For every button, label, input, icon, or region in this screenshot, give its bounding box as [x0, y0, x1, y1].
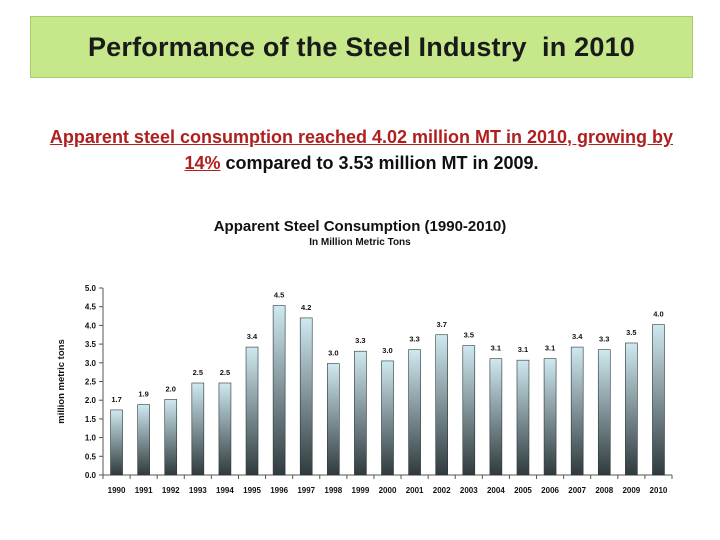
bar-2007 [571, 347, 583, 475]
data-label-2004: 3.1 [491, 344, 501, 353]
data-label-2007: 3.4 [572, 332, 583, 341]
slide-title: Performance of the Steel Industry in 201… [88, 32, 635, 63]
y-tick-label: 2.5 [85, 378, 97, 387]
bar-1997 [300, 318, 312, 475]
x-tick-label-2007: 2007 [568, 486, 586, 495]
x-tick-label-1994: 1994 [216, 486, 234, 495]
data-label-1999: 3.3 [355, 336, 365, 345]
data-label-2001: 3.3 [409, 335, 419, 344]
data-label-1995: 3.4 [247, 332, 258, 341]
bar-2003 [463, 346, 475, 475]
chart-subtitle: In Million Metric Tons [0, 237, 720, 248]
x-tick-label-1998: 1998 [324, 486, 342, 495]
y-tick-label: 0.0 [85, 471, 97, 480]
bar-2010 [652, 325, 664, 475]
data-label-2000: 3.0 [382, 346, 392, 355]
data-label-1997: 4.2 [301, 303, 311, 312]
y-tick-label: 4.0 [85, 321, 97, 330]
data-label-2009: 3.5 [626, 328, 636, 337]
bar-2005 [517, 360, 529, 475]
x-tick-label-2003: 2003 [460, 486, 478, 495]
x-tick-label-2009: 2009 [622, 486, 640, 495]
bar-2006 [544, 359, 556, 475]
title-banner: Performance of the Steel Industry in 201… [30, 16, 693, 78]
bar-2000 [382, 361, 394, 475]
y-tick-label: 3.0 [85, 359, 97, 368]
bar-1993 [192, 383, 204, 475]
bar-1991 [138, 405, 150, 475]
bar-2008 [598, 350, 610, 475]
y-tick-label: 4.5 [85, 303, 97, 312]
x-tick-label-1999: 1999 [352, 486, 370, 495]
data-label-1994: 2.5 [220, 368, 230, 377]
y-tick-label: 0.5 [85, 452, 97, 461]
bar-2002 [436, 335, 448, 475]
bar-1995 [246, 347, 258, 475]
data-label-1990: 1.7 [111, 395, 121, 404]
data-label-2010: 4.0 [653, 310, 663, 319]
x-tick-label-1993: 1993 [189, 486, 207, 495]
bar-1992 [165, 399, 177, 475]
data-label-2006: 3.1 [545, 344, 555, 353]
x-tick-label-2010: 2010 [650, 486, 668, 495]
x-tick-label-2005: 2005 [514, 486, 532, 495]
x-tick-label-2000: 2000 [379, 486, 397, 495]
x-tick-label-1996: 1996 [270, 486, 288, 495]
bar-1998 [327, 364, 339, 475]
data-label-1996: 4.5 [274, 291, 284, 300]
bar-1999 [354, 351, 366, 475]
bar-1990 [111, 410, 123, 475]
bar-1994 [219, 383, 231, 475]
data-label-2005: 3.1 [518, 345, 528, 354]
data-label-1993: 2.5 [193, 368, 203, 377]
bar-chart: 0.0 0.5 1.0 1.5 2.0 2.5 3.0 3.5 4.0 4.5 5.0 million… [0, 270, 720, 510]
x-tick-label-1997: 1997 [297, 486, 315, 495]
bar-1996 [273, 306, 285, 475]
data-label-1992: 2.0 [166, 384, 176, 393]
headline-text: Apparent steel consumption reached 4.02 … [30, 124, 693, 176]
data-label-2008: 3.3 [599, 335, 609, 344]
y-tick-label: 5.0 [85, 284, 97, 293]
bar-2004 [490, 359, 502, 475]
data-label-1998: 3.0 [328, 349, 338, 358]
x-tick-label-2004: 2004 [487, 486, 505, 495]
chart-title: Apparent Steel Consumption (1990-2010) [0, 218, 720, 235]
y-tick-label: 2.0 [85, 396, 97, 405]
x-tick-label-2008: 2008 [595, 486, 613, 495]
bar-2001 [409, 350, 421, 475]
headline-rest: compared to 3.53 million MT in 2009. [220, 153, 538, 173]
x-tick-label-2002: 2002 [433, 486, 451, 495]
y-tick-label: 3.5 [85, 340, 97, 349]
y-tick-label: 1.5 [85, 415, 97, 424]
bar-2009 [625, 343, 637, 475]
data-label-2002: 3.7 [436, 320, 446, 329]
x-tick-label-2001: 2001 [406, 486, 424, 495]
data-label-1991: 1.9 [138, 390, 148, 399]
data-label-2003: 3.5 [464, 331, 474, 340]
y-tick-label: 1.0 [85, 434, 97, 443]
x-tick-label-2006: 2006 [541, 486, 559, 495]
x-tick-label-1990: 1990 [108, 486, 126, 495]
x-tick-label-1995: 1995 [243, 486, 261, 495]
y-axis-label: million metric tons [56, 339, 67, 423]
x-tick-label-1991: 1991 [135, 486, 153, 495]
x-tick-label-1992: 1992 [162, 486, 180, 495]
